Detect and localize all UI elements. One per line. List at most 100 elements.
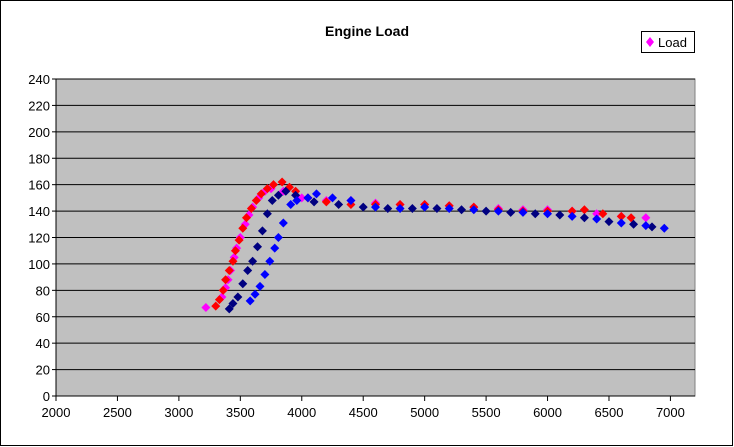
legend[interactable]: Load xyxy=(641,31,695,53)
x-tick-label: 5500 xyxy=(472,405,501,420)
data-point-series-4 xyxy=(518,207,528,217)
data-point-series-2 xyxy=(321,197,331,207)
data-point-series-1 xyxy=(201,303,211,313)
data-point-series-3 xyxy=(267,196,277,206)
data-point-series-3 xyxy=(457,205,467,215)
data-point-series-2 xyxy=(256,189,266,199)
data-point-series-4 xyxy=(543,209,553,219)
y-tick-label: 240 xyxy=(28,72,50,87)
data-point-series-4 xyxy=(260,269,270,279)
data-point-series-2 xyxy=(228,256,238,266)
data-point-series-4 xyxy=(327,193,337,203)
y-tick-label: 120 xyxy=(28,231,50,246)
data-point-series-2 xyxy=(251,196,261,206)
y-tick-label: 80 xyxy=(36,283,50,298)
data-point-series-4 xyxy=(255,281,265,291)
data-point-series-4 xyxy=(641,221,651,231)
y-tick-label: 40 xyxy=(36,336,50,351)
data-point-series-4 xyxy=(265,256,275,266)
data-point-series-2 xyxy=(579,205,589,215)
axes: 0 20 40 60 80 100 120 140 160 180 200 220 240 2000 250… xyxy=(28,72,695,420)
x-tick-label: 7000 xyxy=(656,405,685,420)
data-point-series-3 xyxy=(238,279,248,289)
data-point-series-4 xyxy=(270,243,280,253)
chart-title: Engine Load xyxy=(325,23,409,39)
data-point-series-3 xyxy=(233,292,243,302)
data-point-series-2 xyxy=(221,275,231,285)
data-point-series-3 xyxy=(481,206,491,216)
data-point-series-3 xyxy=(407,203,417,213)
data-point-series-3 xyxy=(243,266,253,276)
data-points xyxy=(201,177,669,314)
y-tick-label: 100 xyxy=(28,257,50,272)
data-point-series-3 xyxy=(309,197,319,207)
data-point-series-2 xyxy=(626,213,636,223)
data-point-series-2 xyxy=(567,206,577,216)
data-point-series-3 xyxy=(253,242,263,252)
gridlines xyxy=(56,78,695,371)
y-tick-label: 20 xyxy=(36,363,50,378)
data-point-series-4 xyxy=(659,223,669,233)
x-tick-label: 2500 xyxy=(103,405,132,420)
x-tick-label: 4000 xyxy=(287,405,316,420)
y-tick-label: 140 xyxy=(28,204,50,219)
data-point-series-4 xyxy=(245,296,255,306)
x-tick-label: 6500 xyxy=(595,405,624,420)
legend-label: Load xyxy=(658,35,687,50)
data-point-series-3 xyxy=(579,213,589,223)
data-point-series-3 xyxy=(262,209,272,219)
data-point-series-3 xyxy=(281,186,291,196)
y-tick-label: 160 xyxy=(28,178,50,193)
data-point-series-1 xyxy=(641,213,651,223)
data-point-series-3 xyxy=(647,222,657,232)
data-point-series-2 xyxy=(598,209,608,219)
data-point-series-3 xyxy=(273,190,283,200)
legend-box xyxy=(641,31,695,53)
data-point-series-4 xyxy=(292,196,302,206)
data-point-series-3 xyxy=(334,199,344,209)
legend-marker-diamond-icon xyxy=(646,37,654,47)
data-point-series-2 xyxy=(269,180,279,190)
data-point-series-2 xyxy=(241,213,251,223)
data-point-series-3 xyxy=(555,210,565,220)
data-point-series-2 xyxy=(262,184,272,194)
data-point-series-4 xyxy=(371,202,380,212)
data-point-series-4 xyxy=(278,218,288,228)
data-point-series-3 xyxy=(228,299,238,309)
data-point-series-3 xyxy=(383,203,393,213)
x-tick-label: 3500 xyxy=(226,405,255,420)
y-tick-label: 60 xyxy=(36,310,50,325)
data-point-series-3 xyxy=(629,219,639,229)
data-point-series-3 xyxy=(432,203,442,213)
x-tick-label: 6000 xyxy=(533,405,562,420)
data-point-series-4 xyxy=(303,193,313,203)
data-point-series-4 xyxy=(346,196,356,206)
x-tick-label: 4500 xyxy=(349,405,378,420)
data-point-series-4 xyxy=(444,203,454,213)
data-point-series-4 xyxy=(616,218,626,228)
data-point-series-4 xyxy=(273,233,283,242)
data-point-series-4 xyxy=(286,199,296,209)
data-point-series-2 xyxy=(238,223,248,233)
y-tick-label: 220 xyxy=(28,98,50,113)
x-tick-label: 5000 xyxy=(410,405,439,420)
data-point-series-4 xyxy=(312,189,322,199)
data-point-series-3 xyxy=(257,226,267,236)
y-tick-label: 0 xyxy=(43,389,50,404)
data-point-series-2 xyxy=(211,301,221,311)
data-point-series-4 xyxy=(592,214,602,224)
data-point-series-2 xyxy=(214,295,224,305)
data-point-series-3 xyxy=(506,207,516,217)
data-point-series-2 xyxy=(234,235,244,245)
data-point-series-4 xyxy=(250,289,260,299)
data-point-series-2 xyxy=(277,177,287,187)
data-point-series-3 xyxy=(530,209,540,219)
data-point-series-1 xyxy=(592,209,602,219)
y-tick-label: 180 xyxy=(28,151,50,166)
data-point-series-4 xyxy=(420,202,430,212)
data-point-series-3 xyxy=(358,202,368,212)
data-point-series-2 xyxy=(218,285,228,295)
data-point-series-2 xyxy=(246,203,256,213)
data-point-series-2 xyxy=(224,266,234,276)
